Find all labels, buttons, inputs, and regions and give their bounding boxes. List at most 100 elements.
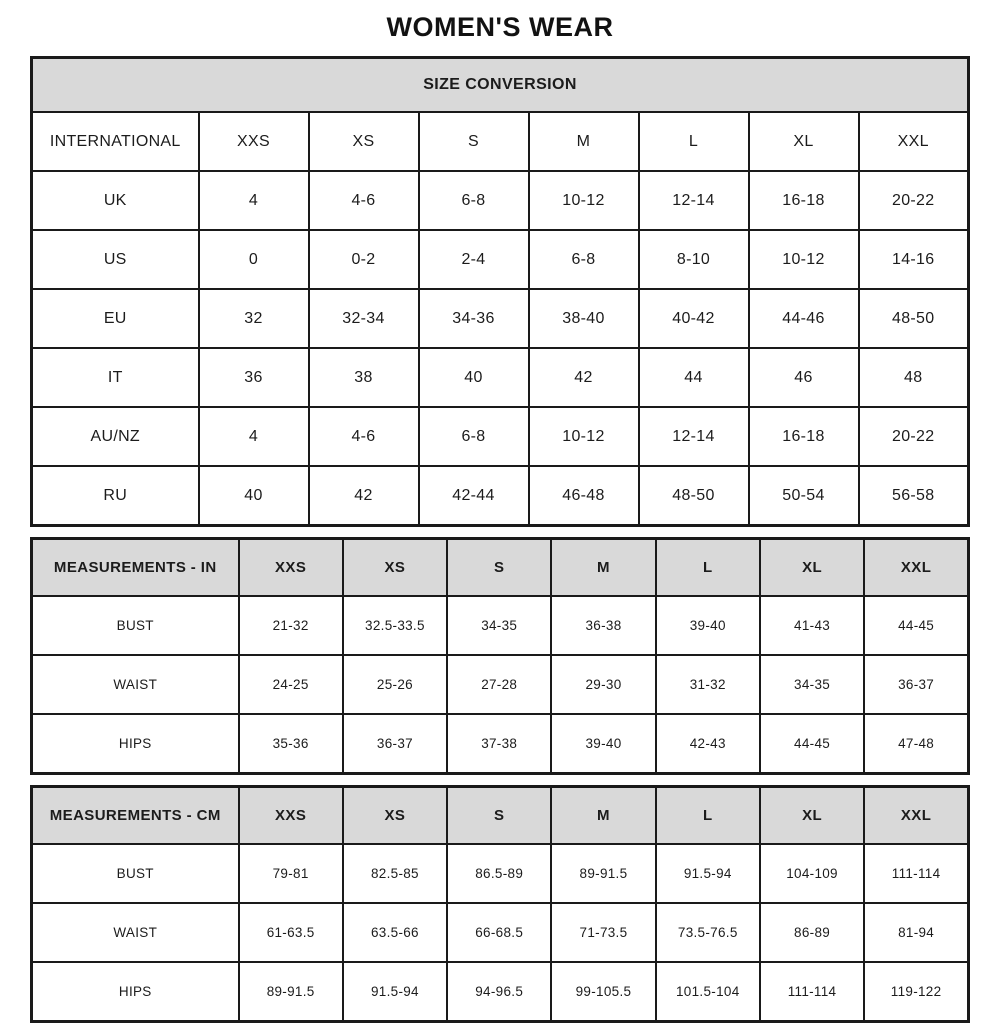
cell: 48-50 bbox=[637, 465, 750, 527]
cell: 86-89 bbox=[758, 902, 866, 963]
cell: 36-38 bbox=[550, 595, 657, 656]
column-header: L bbox=[654, 537, 761, 597]
cell: 41-43 bbox=[758, 595, 866, 656]
cell: 4 bbox=[197, 170, 310, 231]
column-header: L bbox=[637, 111, 750, 172]
cell: 2-4 bbox=[417, 229, 530, 290]
cell: 42-44 bbox=[417, 465, 530, 527]
cell: 71-73.5 bbox=[550, 902, 657, 963]
cell: 29-30 bbox=[550, 654, 657, 715]
cell: 39-40 bbox=[550, 713, 657, 775]
table-row: RU 40 42 42-44 46-48 48-50 50-54 56-58 bbox=[30, 465, 970, 527]
cell: 104-109 bbox=[758, 843, 866, 904]
cell: 47-48 bbox=[863, 713, 970, 775]
cell: 27-28 bbox=[446, 654, 553, 715]
column-header: S bbox=[446, 537, 553, 597]
size-conversion-table: SIZE CONVERSION INTERNATIONAL XXS XS S M L XL XX… bbox=[30, 56, 970, 527]
cell: 99-105.5 bbox=[550, 961, 657, 1023]
row-label: US bbox=[30, 229, 200, 290]
cell: 10-12 bbox=[747, 229, 860, 290]
cell: 46-48 bbox=[527, 465, 640, 527]
column-header-row: INTERNATIONAL XXS XS S M L XL XXL bbox=[30, 111, 970, 172]
cell: 119-122 bbox=[863, 961, 970, 1023]
table-row: HIPS 89-91.5 91.5-94 94-96.5 99-105.5 101.5-1… bbox=[30, 961, 970, 1023]
cell: 12-14 bbox=[637, 406, 750, 467]
cell: 36-37 bbox=[341, 713, 449, 775]
cell: 44-45 bbox=[758, 713, 866, 775]
cell: 24-25 bbox=[237, 654, 344, 715]
cell: 8-10 bbox=[637, 229, 750, 290]
cell: 6-8 bbox=[417, 406, 530, 467]
cell: 36 bbox=[197, 347, 310, 408]
cell: 21-32 bbox=[237, 595, 344, 656]
column-header: S bbox=[417, 111, 530, 172]
column-header: L bbox=[654, 785, 761, 845]
row-label: BUST bbox=[30, 595, 240, 656]
cell: 48-50 bbox=[857, 288, 970, 349]
measurements-cm-table: MEASUREMENTS - CM XXS XS S M L XL XXL BUST 79-81 8… bbox=[30, 785, 970, 1023]
column-header-row: MEASUREMENTS - IN XXS XS S M L XL XXL bbox=[30, 537, 970, 597]
column-header: INTERNATIONAL bbox=[30, 111, 200, 172]
cell: 56-58 bbox=[857, 465, 970, 527]
cell: 10-12 bbox=[527, 406, 640, 467]
cell: 89-91.5 bbox=[237, 961, 344, 1023]
column-header-row: MEASUREMENTS - CM XXS XS S M L XL XXL bbox=[30, 785, 970, 845]
cell: 42 bbox=[307, 465, 420, 527]
table-row: WAIST 61-63.5 63.5-66 66-68.5 71-73.5 73.5-76… bbox=[30, 902, 970, 963]
cell: 44-45 bbox=[863, 595, 970, 656]
cell: 10-12 bbox=[527, 170, 640, 231]
cell: 38-40 bbox=[527, 288, 640, 349]
row-label: WAIST bbox=[30, 654, 240, 715]
table-title: MEASUREMENTS - CM bbox=[30, 785, 240, 845]
cell: 48 bbox=[857, 347, 970, 408]
cell: 63.5-66 bbox=[341, 902, 449, 963]
cell: 34-36 bbox=[417, 288, 530, 349]
row-label: BUST bbox=[30, 843, 240, 904]
row-label: UK bbox=[30, 170, 200, 231]
row-label: WAIST bbox=[30, 902, 240, 963]
cell: 12-14 bbox=[637, 170, 750, 231]
cell: 40 bbox=[417, 347, 530, 408]
cell: 4 bbox=[197, 406, 310, 467]
row-label: HIPS bbox=[30, 961, 240, 1023]
cell: 4-6 bbox=[307, 406, 420, 467]
cell: 86.5-89 bbox=[446, 843, 553, 904]
table-row: BUST 79-81 82.5-85 86.5-89 89-91.5 91.5-94 104… bbox=[30, 843, 970, 904]
page-title: WOMEN'S WEAR bbox=[386, 12, 614, 42]
size-chart-page: WOMEN'S WEAR SIZE CONVERSION INTERNATIONA… bbox=[30, 12, 970, 1023]
row-label: RU bbox=[30, 465, 200, 527]
cell: 6-8 bbox=[527, 229, 640, 290]
column-header: XXS bbox=[237, 537, 344, 597]
table-row: AU/NZ 4 4-6 6-8 10-12 12-14 16-18 20-22 bbox=[30, 406, 970, 467]
table-row: WAIST 24-25 25-26 27-28 29-30 31-32 34-35 36-37 bbox=[30, 654, 970, 715]
cell: 16-18 bbox=[747, 170, 860, 231]
row-label: IT bbox=[30, 347, 200, 408]
cell: 66-68.5 bbox=[446, 902, 553, 963]
column-header: XXL bbox=[863, 785, 970, 845]
column-header: M bbox=[550, 537, 657, 597]
cell: 46 bbox=[747, 347, 860, 408]
cell: 36-37 bbox=[863, 654, 970, 715]
column-header: XXS bbox=[237, 785, 344, 845]
table-row: US 0 0-2 2-4 6-8 8-10 10-12 14-16 bbox=[30, 229, 970, 290]
table-row: UK 4 4-6 6-8 10-12 12-14 16-18 20-22 bbox=[30, 170, 970, 231]
row-label: AU/NZ bbox=[30, 406, 200, 467]
cell: 61-63.5 bbox=[237, 902, 344, 963]
cell: 20-22 bbox=[857, 170, 970, 231]
cell: 4-6 bbox=[307, 170, 420, 231]
cell: 39-40 bbox=[654, 595, 761, 656]
cell: 94-96.5 bbox=[446, 961, 553, 1023]
column-header: XS bbox=[307, 111, 420, 172]
cell: 35-36 bbox=[237, 713, 344, 775]
table-title: SIZE CONVERSION bbox=[30, 56, 970, 113]
cell: 89-91.5 bbox=[550, 843, 657, 904]
cell: 34-35 bbox=[758, 654, 866, 715]
cell: 40 bbox=[197, 465, 310, 527]
row-label: HIPS bbox=[30, 713, 240, 775]
cell: 91.5-94 bbox=[341, 961, 449, 1023]
column-header: M bbox=[527, 111, 640, 172]
column-header: XL bbox=[758, 785, 866, 845]
table-row: BUST 21-32 32.5-33.5 34-35 36-38 39-40 41-43 44… bbox=[30, 595, 970, 656]
column-header: XXL bbox=[863, 537, 970, 597]
cell: 0-2 bbox=[307, 229, 420, 290]
